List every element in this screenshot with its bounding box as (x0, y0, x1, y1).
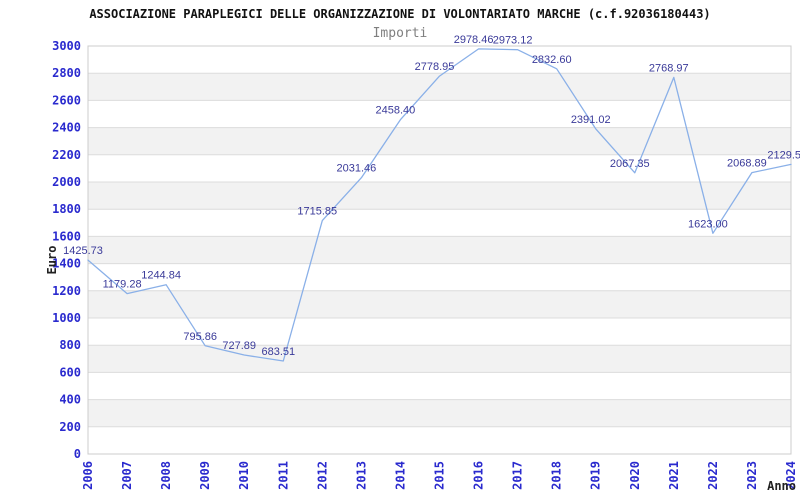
x-tick-label: 2017 (511, 461, 525, 490)
plot-band (88, 236, 791, 264)
x-tick-label: 2014 (393, 461, 407, 490)
y-tick-label: 1000 (52, 311, 81, 325)
x-tick-label: 2023 (745, 461, 759, 490)
plot-band (88, 290, 791, 318)
plot-band (88, 154, 791, 182)
y-tick-label: 1800 (52, 202, 81, 216)
x-tick-label: 2008 (159, 461, 173, 490)
point-label: 2391.02 (571, 114, 611, 126)
x-tick-label: 2019 (589, 461, 603, 490)
x-tick-label: 2012 (315, 461, 329, 490)
plot-band (88, 100, 791, 128)
point-label: 2031.46 (337, 163, 377, 175)
plot-band (88, 46, 791, 74)
y-tick-label: 2000 (52, 175, 81, 189)
x-tick-label: 2024 (784, 461, 798, 490)
y-tick-label: 3000 (52, 39, 81, 53)
plot-border (87, 45, 792, 455)
point-label: 2778.95 (415, 61, 455, 73)
series-line (87, 48, 792, 362)
point-label: 2973.12 (493, 35, 533, 47)
point-label: 2978.46 (454, 34, 494, 46)
chart-title: ASSOCIAZIONE PARAPLEGICI DELLE ORGANIZZA… (89, 7, 711, 21)
y-tick-label: 2200 (52, 148, 81, 162)
x-axis-title: Anno (767, 479, 796, 493)
y-tick-label: 0 (74, 447, 81, 461)
x-tick-label: 2011 (276, 461, 290, 490)
plot-band (88, 399, 791, 427)
point-label: 2458.40 (376, 105, 416, 117)
y-tick-label: 600 (59, 365, 81, 379)
point-label: 795.86 (183, 331, 217, 343)
x-tick-label: 2013 (354, 461, 368, 490)
x-tick-label: 2022 (706, 461, 720, 490)
x-tick-label: 2015 (433, 461, 447, 490)
x-tick-label: 2007 (120, 461, 134, 490)
plot-band (88, 318, 791, 346)
point-label: 2768.97 (649, 62, 689, 74)
plot-band (88, 426, 791, 454)
plot-band (88, 73, 791, 101)
point-label: 1425.73 (63, 245, 103, 257)
y-tick-label: 2400 (52, 121, 81, 135)
plot-band (88, 182, 791, 210)
x-tick-label: 2016 (472, 461, 486, 490)
chart-subtitle: Importi (372, 26, 428, 41)
plot-band (88, 372, 791, 400)
point-label: 2129.5 (767, 149, 800, 161)
x-tick-label: 2018 (550, 461, 564, 490)
point-label: 683.51 (261, 346, 295, 358)
point-label: 1715.85 (297, 206, 337, 218)
y-tick-label: 800 (59, 338, 81, 352)
y-tick-label: 1200 (52, 284, 81, 298)
y-tick-label: 2800 (52, 66, 81, 80)
y-tick-label: 200 (59, 420, 81, 434)
plot-band (88, 345, 791, 373)
y-tick-label: 1400 (52, 257, 81, 271)
point-label: 727.89 (222, 340, 256, 352)
point-label: 1244.84 (141, 270, 181, 282)
plot-band (88, 263, 791, 291)
point-label: 1623.00 (688, 218, 728, 230)
y-tick-label: 1600 (52, 229, 81, 243)
x-tick-label: 2006 (81, 461, 95, 490)
x-tick-label: 2010 (237, 461, 251, 490)
point-label: 2068.89 (727, 158, 767, 170)
x-tick-label: 2021 (667, 461, 681, 490)
plot-band (88, 127, 791, 155)
plot-band (88, 209, 791, 237)
x-tick-label: 2020 (628, 461, 642, 490)
point-label: 2832.60 (532, 54, 572, 66)
x-tick-label: 2009 (198, 461, 212, 490)
y-axis-title: Euro (45, 245, 59, 275)
point-label: 2067.35 (610, 158, 650, 170)
y-tick-label: 2600 (52, 93, 81, 107)
point-label: 1179.28 (103, 279, 142, 291)
y-tick-label: 400 (59, 393, 81, 407)
